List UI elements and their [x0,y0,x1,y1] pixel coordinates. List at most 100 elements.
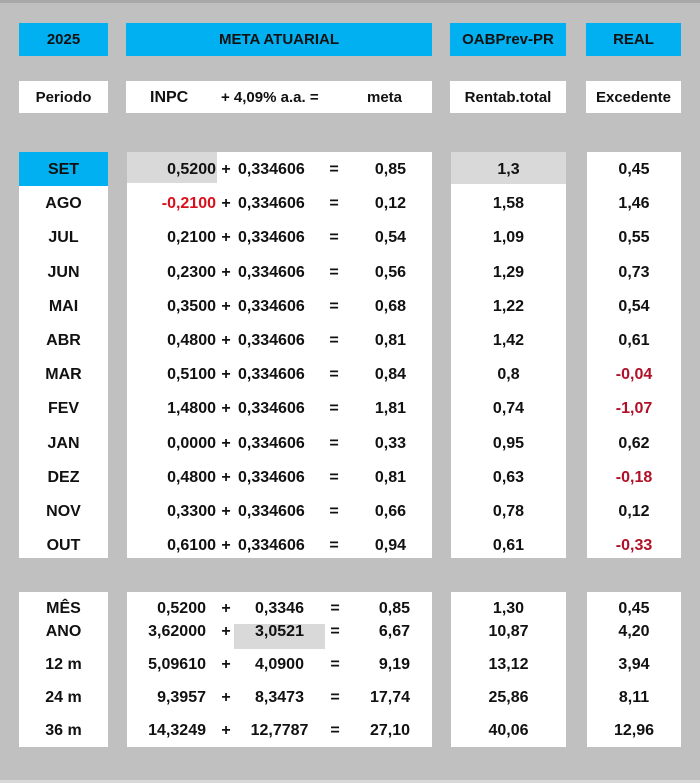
period-cell[interactable]: JUN [47,263,80,281]
period-cell[interactable]: 36 m [45,722,82,739]
period-cell[interactable]: JAN [47,434,80,452]
inpc-cell[interactable]: 0,6100 [167,537,216,555]
inpc-cell[interactable]: 0,4800 [167,468,216,486]
inpc-cell[interactable]: 0,3300 [167,503,216,520]
rentab-highlight-cell[interactable] [451,152,566,184]
meta-cell[interactable]: 6,67 [378,623,410,640]
rentab-cell[interactable]: 1,22 [492,297,525,315]
rate-cell[interactable]: 0,334606 [238,400,305,418]
rate-cell[interactable]: 0,334606 [238,297,305,315]
excedente-cell[interactable]: 0,45 [618,600,650,617]
inpc-cell[interactable]: 1,4800 [167,400,216,418]
rentab-cell[interactable]: 0,78 [492,503,525,520]
rentab-cell[interactable]: 0,95 [492,434,525,452]
excedente-cell[interactable]: 8,11 [618,689,650,706]
period-cell[interactable]: JUL [48,229,79,247]
rate-cell[interactable]: 0,334606 [238,366,305,384]
excedente-cell[interactable]: 4,20 [618,623,650,640]
rentab-cell[interactable]: 40,06 [488,722,529,739]
period-cell[interactable]: FEV [47,400,80,418]
rentab-cell[interactable]: 1,42 [492,332,525,349]
inpc-cell[interactable]: 5,09610 [148,656,206,673]
period-cell[interactable]: MAR [45,366,82,384]
inpc-cell[interactable]: 3,62000 [148,623,206,640]
meta-cell[interactable]: 27,10 [369,722,410,739]
rentab-cell[interactable]: 0,8 [497,366,520,384]
inpc-cell[interactable]: 0,4800 [167,332,216,349]
inpc-cell[interactable]: 0,3500 [167,297,216,315]
rentab-cell[interactable]: 1,29 [492,263,525,281]
inpc-cell[interactable]: 0,5200 [157,600,206,617]
rate-cell[interactable]: 0,334606 [238,263,305,281]
meta-cell[interactable]: 0,66 [374,503,406,520]
meta-cell[interactable]: 0,56 [374,263,406,281]
meta-cell[interactable]: 0,33 [374,434,406,452]
meta-cell[interactable]: 0,84 [374,366,406,384]
meta-cell[interactable]: 0,81 [374,332,406,349]
excedente-cell[interactable]: 0,45 [618,161,650,178]
meta-cell[interactable]: 0,81 [374,468,406,486]
inpc-cell[interactable]: 14,3249 [148,722,206,739]
period-cell[interactable]: NOV [46,503,81,520]
meta-cell[interactable]: 0,12 [374,195,406,213]
period-cell[interactable]: ABR [46,332,81,349]
meta-cell[interactable]: 9,19 [378,656,410,673]
excedente-cell[interactable]: 3,94 [618,656,650,673]
rate-cell[interactable]: 0,334606 [238,332,305,349]
rentab-cell[interactable]: 0,74 [492,400,525,418]
inpc-cell[interactable]: 0,5100 [167,366,216,384]
excedente-cell[interactable]: -0,33 [615,537,653,555]
rentab-cell[interactable]: 1,3 [497,161,520,178]
meta-cell[interactable]: 1,81 [374,400,406,418]
rate-cell[interactable]: 0,334606 [238,537,305,555]
meta-cell[interactable]: 17,74 [369,689,410,706]
meta-cell[interactable]: 0,85 [378,600,410,617]
rate-cell[interactable]: 0,3346 [255,600,304,617]
inpc-cell[interactable]: 0,5200 [167,161,216,178]
rate-cell[interactable]: 0,334606 [238,161,305,178]
excedente-cell[interactable]: -1,07 [615,400,653,418]
rate-cell[interactable]: 0,334606 [238,434,305,452]
rentab-cell[interactable]: 13,12 [488,656,529,673]
ano-rate-highlight-cell[interactable] [234,624,325,649]
rate-cell[interactable]: 8,3473 [255,689,304,706]
period-cell[interactable]: OUT [46,537,81,555]
meta-cell[interactable]: 0,68 [374,297,406,315]
excedente-cell[interactable]: 0,61 [618,332,650,349]
inpc-cell[interactable]: 0,2100 [167,229,216,247]
period-cell[interactable]: 24 m [45,689,82,706]
period-cell[interactable]: 12 m [45,656,82,673]
rentab-cell[interactable]: 0,63 [492,468,525,486]
rate-cell[interactable]: 0,334606 [238,195,305,213]
rate-cell[interactable]: 12,7787 [250,722,309,739]
excedente-cell[interactable]: 12,96 [613,722,655,739]
excedente-cell[interactable]: -0,18 [615,468,653,486]
inpc-cell[interactable]: 0,2300 [167,263,216,281]
rate-cell[interactable]: 3,0521 [255,623,304,640]
excedente-cell[interactable]: 1,46 [618,195,650,213]
inpc-highlight-cell[interactable] [127,152,217,183]
rate-cell[interactable]: 0,334606 [238,468,305,486]
excedente-cell[interactable]: 0,55 [618,229,650,247]
period-cell[interactable]: MAI [48,297,79,315]
rentab-cell[interactable]: 1,58 [492,195,525,213]
meta-cell[interactable]: 0,85 [374,161,406,178]
meta-cell[interactable]: 0,54 [374,229,406,247]
excedente-cell[interactable]: 0,12 [618,503,650,520]
inpc-cell[interactable]: -0,2100 [161,195,216,213]
period-cell[interactable]: DEZ [47,468,80,486]
inpc-cell[interactable]: 0,0000 [167,434,216,452]
rate-cell[interactable]: 0,334606 [238,229,305,247]
period-cell[interactable]: ANO [45,623,82,640]
rentab-cell[interactable]: 0,61 [492,537,525,555]
rate-cell[interactable]: 4,0900 [255,656,304,673]
selected-period-cell[interactable] [19,152,108,186]
rentab-cell[interactable]: 1,09 [492,229,525,247]
period-cell[interactable]: AGO [45,195,82,213]
rentab-cell[interactable]: 10,87 [488,623,529,640]
meta-cell[interactable]: 0,94 [374,537,406,555]
period-cell[interactable]: MÊS [46,600,81,617]
rentab-cell[interactable]: 1,30 [492,600,525,617]
excedente-cell[interactable]: 0,73 [618,263,650,281]
inpc-cell[interactable]: 9,3957 [157,689,206,706]
